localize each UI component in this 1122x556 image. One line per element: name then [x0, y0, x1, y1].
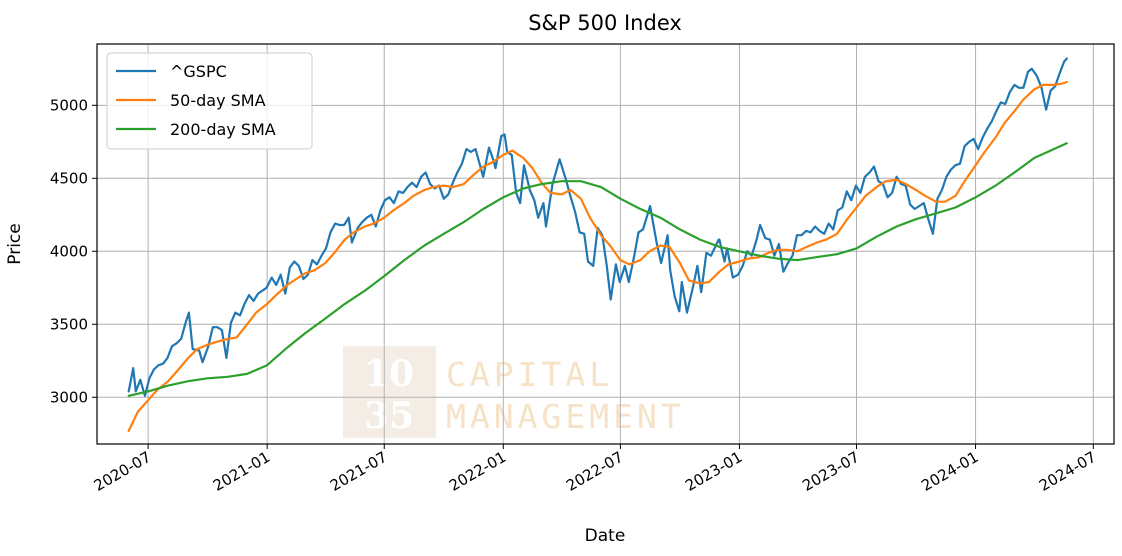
y-tick-label: 3000	[50, 388, 88, 406]
chart-title: S&P 500 Index	[528, 11, 682, 35]
series-line-50-day-sma	[127, 80, 1068, 432]
legend-box	[106, 52, 313, 150]
y-tick-label: 5000	[50, 96, 88, 114]
y-tick-label: 3500	[50, 315, 88, 333]
y-tick-label: 4000	[50, 242, 88, 260]
watermark-logo-top: 10	[364, 353, 414, 395]
y-axis-title: Price	[5, 223, 25, 264]
x-axis-title: Date	[585, 526, 626, 546]
legend-label: 200-day SMA	[170, 120, 276, 139]
watermark-line2: MANAGEMENT	[446, 397, 685, 436]
watermark: 10 35 CAPITAL MANAGEMENT	[343, 346, 685, 438]
legend: ^GSPC 50-day SMA 200-day SMA	[106, 52, 313, 150]
series-line-200-day-sma	[127, 142, 1068, 397]
plot-frame	[96, 43, 1115, 445]
watermark-logo-bottom: 35	[364, 395, 414, 437]
legend-label: ^GSPC	[170, 62, 227, 81]
y-tick-label: 4500	[50, 169, 88, 187]
legend-label: 50-day SMA	[170, 91, 266, 110]
watermark-logo-box	[343, 346, 436, 438]
watermark-line1: CAPITAL	[446, 355, 613, 394]
series-layer	[127, 57, 1068, 432]
grid	[97, 44, 1114, 444]
